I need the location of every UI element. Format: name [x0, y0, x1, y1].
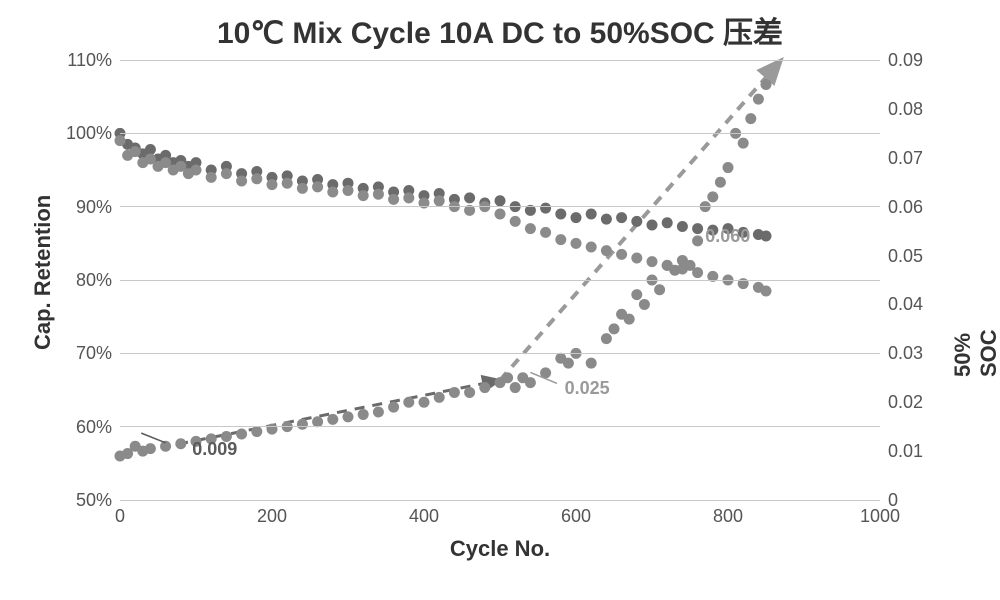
gridline-h	[120, 353, 880, 354]
gridline-h	[120, 133, 880, 134]
x-tick: 200	[252, 506, 292, 527]
x-axis-label: Cycle No.	[0, 536, 1000, 562]
chart-title: 10℃ Mix Cycle 10A DC to 50%SOC 压差	[0, 8, 1000, 52]
gridline-h	[120, 60, 880, 61]
x-tick: 400	[404, 506, 444, 527]
y-left-axis-label: Cap. Retention	[30, 195, 56, 350]
x-tick: 600	[556, 506, 596, 527]
y-right-tick: 0.01	[888, 441, 923, 462]
y-left-tick: 60%	[76, 417, 112, 438]
gridline-h	[120, 206, 880, 207]
y-right-tick: 0.04	[888, 294, 923, 315]
y-right-tick: 0.05	[888, 246, 923, 267]
callout-label: 0.060	[705, 226, 750, 247]
x-tick: 800	[708, 506, 748, 527]
y-left-tick: 110%	[67, 50, 112, 71]
x-tick: 0	[100, 506, 140, 527]
y-left-tick: 90%	[76, 197, 112, 218]
gridline-h	[120, 280, 880, 281]
gridline-h	[120, 426, 880, 427]
y-right-tick: 0.07	[888, 148, 923, 169]
y-left-tick: 80%	[76, 270, 112, 291]
y-right-tick: 0.08	[888, 99, 923, 120]
chart-container: 10℃ Mix Cycle 10A DC to 50%SOC 压差 Cap. R…	[0, 0, 1000, 600]
y-right-axis-label: 50% SOC 压差/V	[950, 327, 1000, 377]
y-left-tick: 70%	[76, 343, 112, 364]
callout-label: 0.025	[565, 378, 610, 399]
y-right-tick: 0.09	[888, 50, 923, 71]
callout-label: 0.009	[192, 439, 237, 460]
y-left-tick: 100%	[66, 123, 112, 144]
x-tick: 1000	[860, 506, 900, 527]
x-axis-line	[120, 500, 880, 501]
y-right-tick: 0.03	[888, 343, 923, 364]
y-right-tick: 0.02	[888, 392, 923, 413]
y-right-tick: 0.06	[888, 197, 923, 218]
